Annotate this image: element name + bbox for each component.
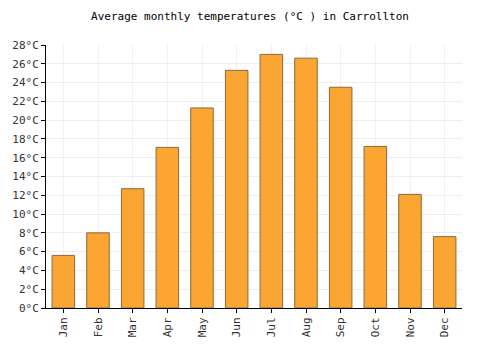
svg-text:0°C: 0°C xyxy=(19,302,39,315)
svg-text:Jun: Jun xyxy=(230,317,243,337)
svg-text:Average monthly temperatures (: Average monthly temperatures (°C ) in Ca… xyxy=(91,10,409,23)
svg-text:Jan: Jan xyxy=(57,317,70,337)
svg-text:Jul: Jul xyxy=(265,317,278,337)
svg-text:Dec: Dec xyxy=(438,317,451,337)
svg-text:Apr: Apr xyxy=(161,317,174,337)
svg-text:18°C: 18°C xyxy=(12,133,39,146)
svg-text:2°C: 2°C xyxy=(19,283,39,296)
svg-text:24°C: 24°C xyxy=(12,76,39,89)
svg-text:12°C: 12°C xyxy=(12,189,39,202)
svg-text:May: May xyxy=(196,317,209,337)
svg-text:16°C: 16°C xyxy=(12,152,39,165)
svg-text:20°C: 20°C xyxy=(12,114,39,127)
svg-text:Feb: Feb xyxy=(92,317,105,337)
svg-text:Aug: Aug xyxy=(300,317,313,337)
svg-text:22°C: 22°C xyxy=(12,95,39,108)
svg-text:8°C: 8°C xyxy=(19,227,39,240)
svg-text:10°C: 10°C xyxy=(12,208,39,221)
svg-text:26°C: 26°C xyxy=(12,58,39,71)
svg-text:6°C: 6°C xyxy=(19,245,39,258)
svg-text:Mar: Mar xyxy=(126,317,139,337)
svg-text:28°C: 28°C xyxy=(12,39,39,52)
svg-text:14°C: 14°C xyxy=(12,170,39,183)
svg-text:Nov: Nov xyxy=(404,317,417,337)
svg-text:Sep: Sep xyxy=(334,317,347,337)
svg-text:4°C: 4°C xyxy=(19,264,39,277)
svg-text:Oct: Oct xyxy=(369,317,382,337)
